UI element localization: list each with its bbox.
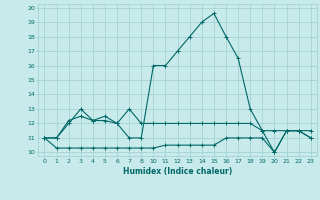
- X-axis label: Humidex (Indice chaleur): Humidex (Indice chaleur): [123, 167, 232, 176]
